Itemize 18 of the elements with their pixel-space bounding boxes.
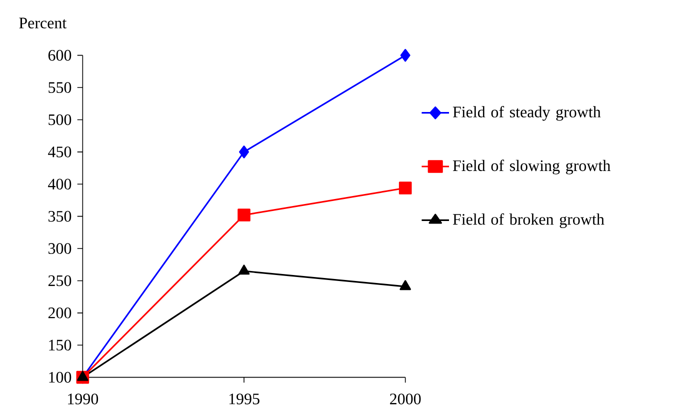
legend-label: Field of slowing growth <box>452 160 610 174</box>
x-tick-label: 1995 <box>229 394 260 404</box>
y-tick-label: 450 <box>48 146 72 158</box>
y-axis-title: Percent <box>19 18 67 28</box>
legend-label: Field of broken growth <box>452 213 604 228</box>
y-tick-label: 300 <box>48 243 72 254</box>
y-tick-label: 250 <box>48 275 72 286</box>
y-tick-label: 350 <box>48 210 72 222</box>
x-tick-label: 2000 <box>390 394 421 404</box>
y-tick-label: 100 <box>49 372 72 383</box>
x-tick-label: 1990 <box>68 394 98 404</box>
y-tick-label: 200 <box>48 308 72 318</box>
legend-label: Field of steady growth <box>452 106 601 121</box>
y-tick-label: 600 <box>48 50 72 61</box>
y-tick-label: 150 <box>49 340 72 351</box>
y-tick-label: 500 <box>48 114 72 126</box>
y-tick-label: 400 <box>48 178 72 190</box>
y-tick-label: 550 <box>48 82 72 93</box>
